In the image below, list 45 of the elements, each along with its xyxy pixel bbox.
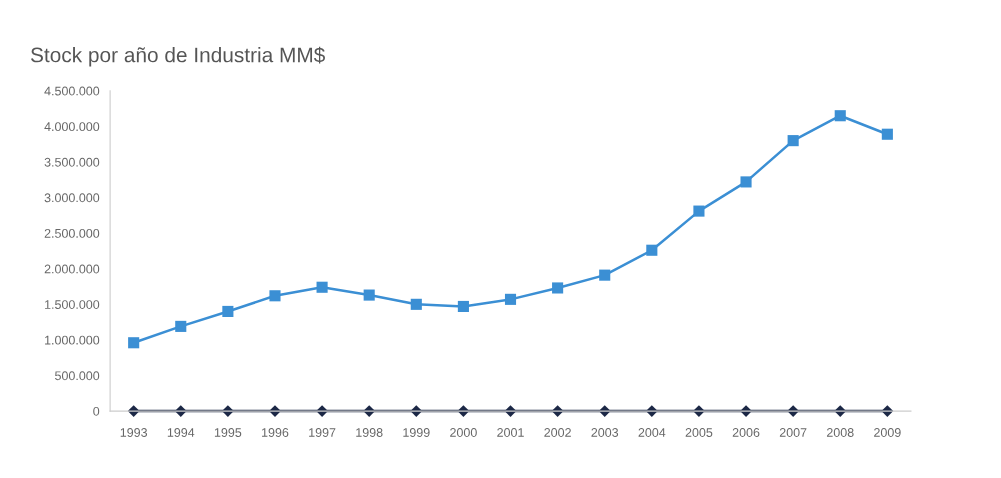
point [693, 205, 705, 217]
x-tick-label: 2002 [544, 428, 571, 437]
x-tick-label: 2003 [591, 428, 619, 437]
chart-title: Stock por año de Industria MM$ [30, 46, 325, 67]
y-tick-label: 500.000 [55, 371, 100, 381]
point [504, 293, 517, 305]
point [787, 135, 799, 147]
x-tick-label: 1998 [356, 428, 383, 437]
y-tick-label: 1.500.000 [45, 300, 100, 309]
x-tick-label: 2008 [826, 428, 854, 437]
point [646, 244, 658, 256]
point [457, 300, 469, 313]
x-tick-label: 2001 [497, 428, 524, 437]
y-tick-label: 3.500.000 [44, 157, 100, 167]
x-tick-label: 2009 [874, 428, 901, 437]
point [222, 305, 234, 317]
y-tick-label: 1.000.000 [45, 335, 100, 345]
y-tick-label: 4.500.000 [44, 86, 100, 96]
point [552, 282, 564, 294]
point [834, 110, 846, 122]
x-tick-label: 1995 [214, 428, 242, 437]
point [175, 320, 187, 332]
y-tick-label: 3.000.000 [44, 193, 100, 203]
point [316, 281, 328, 293]
y-tick-label: 2.500.000 [44, 228, 100, 238]
x-tick-label: 2005 [685, 428, 713, 437]
x-tick-label: 1994 [167, 428, 195, 437]
point [599, 269, 611, 281]
y-tick-label: 4.000.000 [44, 122, 100, 132]
point [128, 337, 140, 349]
point [740, 176, 752, 188]
x-tick-label: 2007 [779, 428, 807, 437]
x-tick-label: 1996 [262, 428, 289, 437]
x-tick-label: 1999 [403, 428, 430, 437]
x-tick-label: 2000 [450, 428, 477, 437]
point [410, 298, 422, 310]
y-tick-label: 0 [93, 406, 100, 416]
y-tick-label: 2.000.000 [44, 264, 100, 274]
x-tick-label: 2006 [732, 428, 760, 437]
point [363, 289, 375, 301]
x-tick-label: 1993 [120, 428, 148, 437]
point [881, 128, 893, 140]
x-tick-label: 2004 [638, 428, 666, 437]
point [269, 290, 281, 302]
x-tick-label: 1997 [309, 428, 336, 437]
